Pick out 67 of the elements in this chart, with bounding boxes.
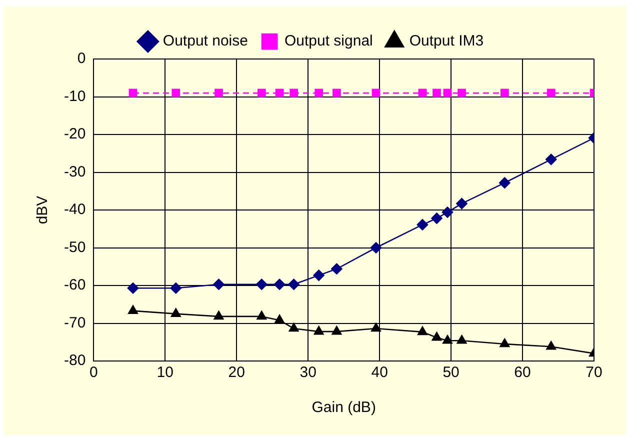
y-tick-label: -50 xyxy=(64,238,86,256)
point xyxy=(432,88,441,98)
point xyxy=(545,154,557,166)
point xyxy=(314,88,324,98)
point xyxy=(371,322,381,332)
point xyxy=(128,88,138,98)
point xyxy=(332,88,341,98)
point xyxy=(172,88,180,98)
point xyxy=(214,88,223,98)
point xyxy=(331,263,342,275)
point xyxy=(256,310,267,320)
point xyxy=(458,88,466,98)
point xyxy=(500,88,509,98)
x-axis-title: Gain (dB) xyxy=(312,399,376,416)
point xyxy=(288,278,300,290)
point xyxy=(456,198,468,210)
x-tick-label: 10 xyxy=(156,364,174,382)
y-tick-label: -70 xyxy=(64,314,86,332)
point xyxy=(546,88,556,98)
y-tick-label: -10 xyxy=(64,88,86,105)
point xyxy=(431,212,442,224)
y-tick-label: 0 xyxy=(77,50,86,68)
point xyxy=(314,326,324,335)
point xyxy=(257,88,266,98)
point xyxy=(170,308,181,317)
point xyxy=(456,334,467,344)
y-axis-title: dBV xyxy=(34,196,52,224)
y-tick-label: -80 xyxy=(64,352,86,370)
point xyxy=(332,326,342,335)
point xyxy=(416,219,428,230)
y-tick-label: -60 xyxy=(64,276,86,294)
point xyxy=(500,338,510,348)
point xyxy=(546,341,556,350)
point xyxy=(313,270,324,281)
point xyxy=(213,278,224,290)
point xyxy=(275,88,284,98)
point xyxy=(499,177,510,188)
point xyxy=(442,206,454,218)
point xyxy=(418,88,427,98)
y-tick-label: -40 xyxy=(64,201,86,218)
point xyxy=(370,242,382,254)
point xyxy=(288,322,299,332)
x-tick-label: 50 xyxy=(442,364,460,382)
point xyxy=(372,88,380,98)
point xyxy=(417,326,428,336)
legend-label: Output IM3 xyxy=(409,32,484,50)
x-tick-label: 30 xyxy=(300,364,316,382)
point xyxy=(442,334,452,344)
y-tick-label: -30 xyxy=(64,163,86,180)
x-tick-label: 0 xyxy=(90,364,98,382)
point xyxy=(274,314,284,324)
point xyxy=(443,88,452,98)
x-tick-label: 70 xyxy=(586,364,602,382)
point xyxy=(274,278,286,290)
point xyxy=(256,278,268,290)
point xyxy=(128,305,138,314)
legend-label: Output noise xyxy=(162,32,248,50)
legend-label: Output signal xyxy=(284,32,373,50)
point xyxy=(170,282,182,294)
point xyxy=(432,332,442,341)
x-tick-label: 20 xyxy=(228,364,245,382)
x-tick-label: 40 xyxy=(371,364,388,382)
point xyxy=(127,282,139,294)
x-tick-label: 60 xyxy=(514,364,531,382)
y-tick-label: -20 xyxy=(64,126,86,143)
point xyxy=(214,310,224,320)
point xyxy=(290,88,298,98)
